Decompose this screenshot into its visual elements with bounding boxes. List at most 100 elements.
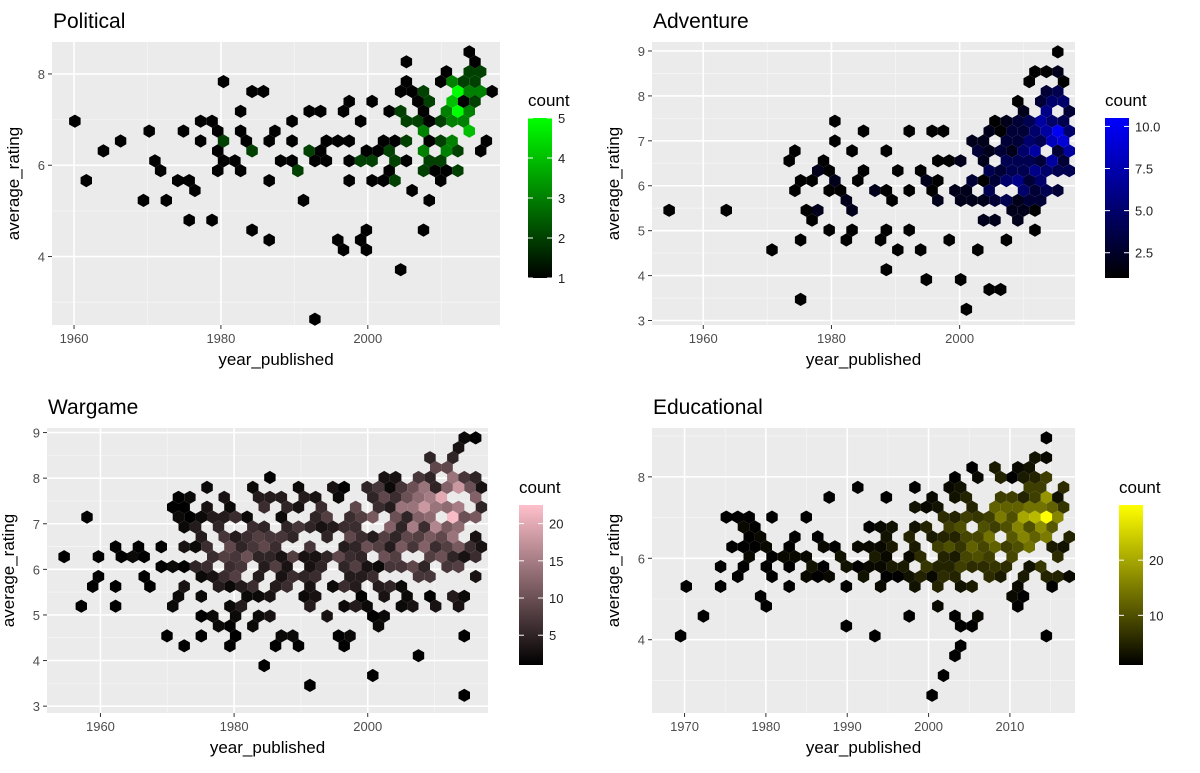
hex-cell bbox=[1040, 124, 1053, 138]
hex-cell bbox=[1057, 94, 1070, 108]
hex-cell bbox=[754, 530, 767, 544]
hex-cell bbox=[281, 560, 293, 574]
hex-cell bbox=[247, 619, 259, 633]
hex-cell bbox=[424, 451, 436, 465]
hex-cell bbox=[863, 540, 875, 554]
hex-cell bbox=[366, 154, 378, 168]
hex-cell bbox=[932, 540, 944, 554]
hex-cell bbox=[400, 154, 413, 168]
panel-educational: Educational 1970 1980 1990 2000 2010 4 6 8 year_p… bbox=[600, 386, 1200, 773]
x-tick-label: 2000 bbox=[353, 719, 382, 734]
hex-cell bbox=[874, 520, 887, 534]
hex-cell bbox=[417, 84, 430, 99]
hex-cell bbox=[909, 480, 921, 494]
hex-cell bbox=[109, 579, 122, 593]
hex-cell bbox=[430, 520, 442, 534]
hex-cell bbox=[880, 183, 893, 198]
hex-cell bbox=[372, 500, 385, 514]
hex-cell bbox=[1057, 540, 1070, 554]
y-tick-label: 6 bbox=[638, 551, 645, 566]
hex-cell bbox=[954, 480, 967, 494]
hex-cell bbox=[926, 688, 938, 702]
hex-cell bbox=[475, 144, 487, 158]
hex-cell bbox=[218, 569, 230, 584]
hex-cell bbox=[829, 134, 841, 148]
y-tick-label: 8 bbox=[33, 471, 40, 486]
hex-cell bbox=[943, 480, 955, 494]
hex-cell bbox=[1006, 470, 1018, 485]
hex-cell bbox=[264, 490, 276, 504]
hex-cell bbox=[281, 500, 293, 514]
hex-cell bbox=[829, 540, 841, 554]
hex-cell bbox=[1046, 134, 1058, 148]
hex-cell bbox=[389, 490, 402, 504]
hex-cell bbox=[989, 213, 1001, 227]
hex-cell bbox=[424, 510, 436, 524]
hex-cell bbox=[383, 164, 395, 178]
hex-cell bbox=[1017, 510, 1030, 524]
hex-cell bbox=[183, 174, 195, 188]
hex-cell bbox=[749, 520, 761, 534]
plot-background bbox=[52, 42, 500, 325]
hex-cell bbox=[201, 560, 213, 574]
hex-cell bbox=[1035, 520, 1047, 534]
hex-cell bbox=[1000, 540, 1013, 554]
x-tick-label: 2000 bbox=[914, 719, 943, 734]
hex-cell bbox=[321, 510, 333, 524]
y-tick-label: 6 bbox=[38, 158, 45, 173]
hex-cell bbox=[206, 114, 218, 128]
hex-cell bbox=[829, 174, 841, 188]
hex-cell bbox=[886, 540, 898, 554]
hex-cell bbox=[218, 530, 230, 544]
hex-cell bbox=[429, 164, 441, 178]
hex-cell bbox=[937, 550, 950, 564]
hex-cell bbox=[1017, 490, 1030, 504]
hex-cell bbox=[1057, 134, 1070, 148]
legend-tick-label: 7.5 bbox=[1135, 162, 1153, 177]
hex-cell bbox=[314, 104, 327, 118]
hex-cell bbox=[361, 480, 373, 494]
hex-cell bbox=[367, 490, 379, 504]
hex-cell bbox=[417, 164, 430, 178]
hex-cell bbox=[332, 233, 344, 247]
hex-cell bbox=[441, 480, 453, 494]
hex-cell bbox=[115, 550, 127, 564]
hex-cell bbox=[949, 569, 961, 584]
hex-cell bbox=[452, 500, 465, 514]
hex-cell bbox=[1006, 124, 1018, 138]
hex-cell bbox=[315, 560, 328, 574]
hex-cell bbox=[846, 144, 858, 158]
legend-tick-label: 3 bbox=[558, 191, 565, 206]
hex-cell bbox=[937, 569, 950, 584]
hex-cell bbox=[418, 540, 430, 554]
hex-cell bbox=[407, 500, 419, 514]
hex-cell bbox=[207, 609, 219, 623]
hex-cell bbox=[355, 550, 368, 564]
hex-cell bbox=[252, 550, 265, 564]
hex-cell bbox=[287, 530, 299, 544]
hex-cell bbox=[1023, 480, 1035, 494]
hex-cell bbox=[287, 550, 299, 564]
hex-cell bbox=[949, 649, 961, 663]
hex-cell bbox=[1029, 144, 1041, 158]
hex-cell bbox=[224, 500, 236, 514]
legend-colorbar bbox=[1105, 118, 1129, 278]
y-tick-label: 9 bbox=[33, 426, 40, 441]
hex-cell bbox=[155, 560, 167, 574]
hex-cell bbox=[983, 164, 995, 178]
y-tick-label: 5 bbox=[33, 608, 40, 623]
hex-cell bbox=[720, 510, 732, 524]
hex-cell bbox=[1040, 490, 1053, 504]
hex-cell bbox=[812, 569, 824, 584]
hex-cell bbox=[1023, 540, 1035, 554]
hex-cell bbox=[264, 530, 276, 544]
hex-cell bbox=[383, 104, 395, 118]
hex-cell bbox=[789, 530, 801, 544]
hex-cell bbox=[869, 550, 881, 564]
hex-cell bbox=[806, 174, 818, 188]
hex-cell bbox=[354, 154, 367, 168]
hex-cell bbox=[840, 579, 853, 593]
hex-cell bbox=[954, 520, 967, 534]
hex-cell bbox=[441, 540, 453, 554]
hex-cell bbox=[954, 273, 967, 287]
